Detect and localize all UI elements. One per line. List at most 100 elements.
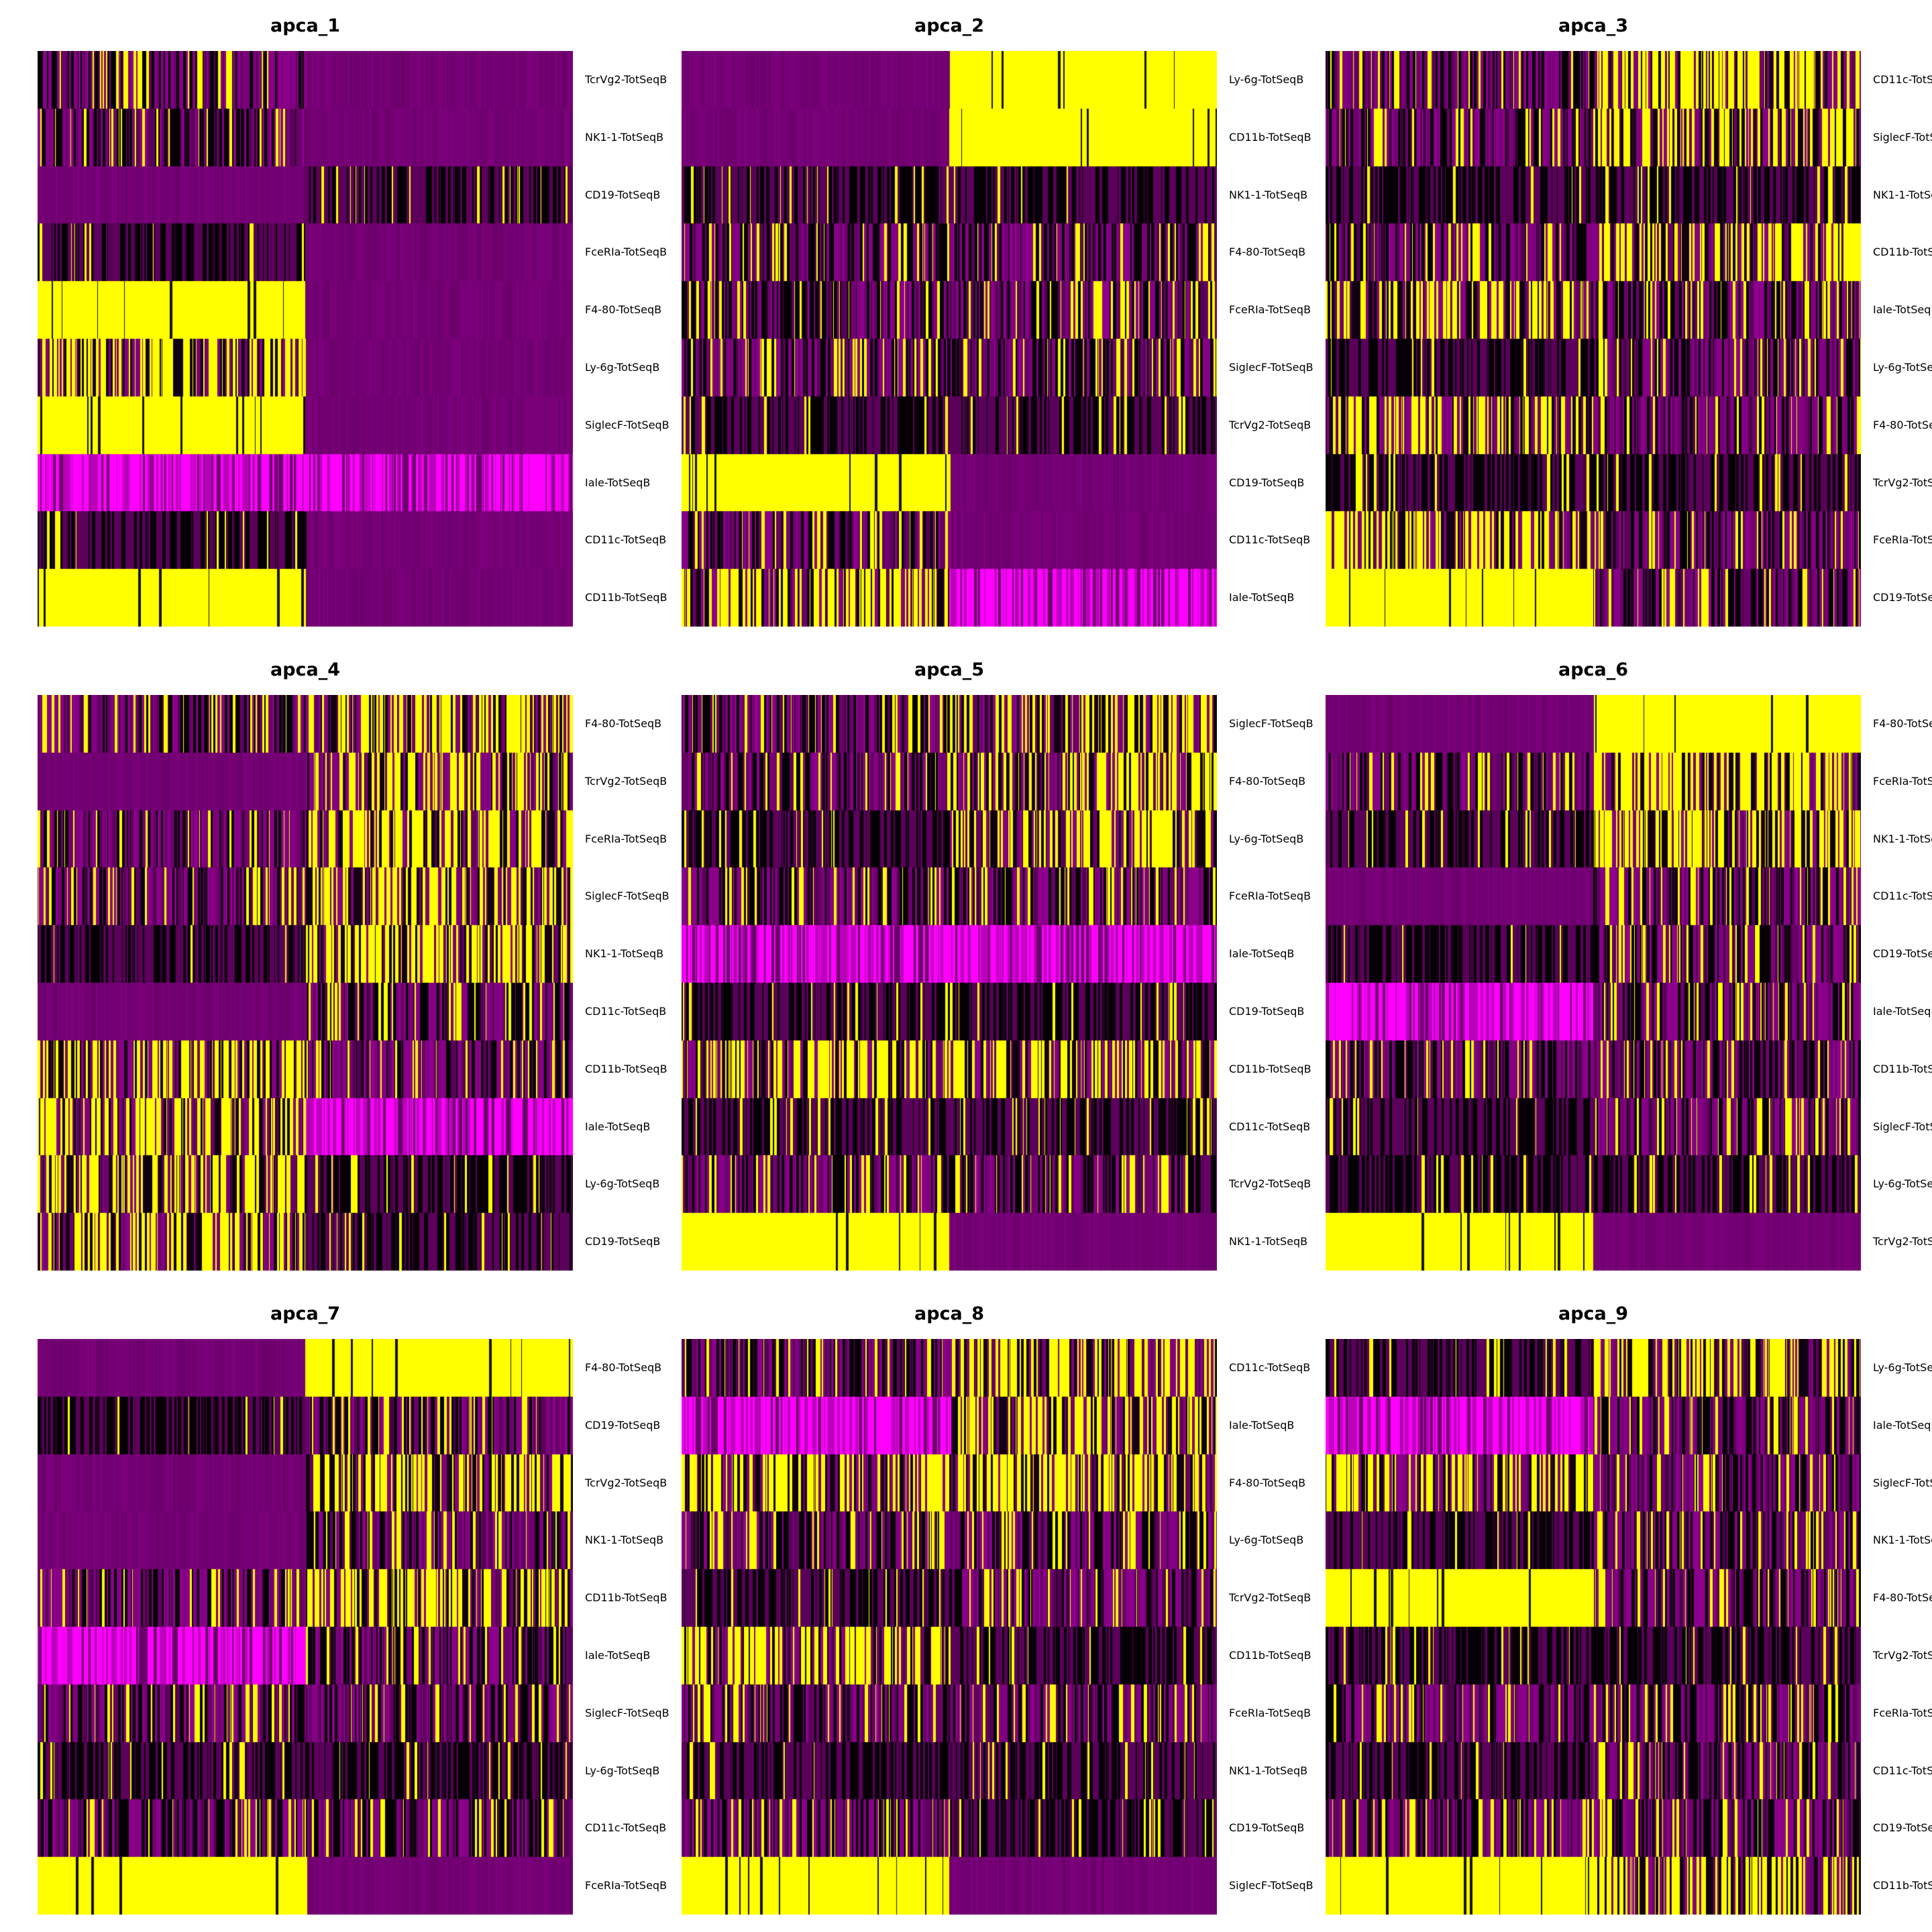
panel-title: apca_4 <box>270 659 341 680</box>
row-label: F4-80-TotSeqB <box>1873 716 1932 730</box>
heatmap-cells <box>682 1339 1217 1915</box>
row-label: Ly-6g-TotSeqB <box>1873 360 1932 374</box>
heatmap-canvas <box>38 51 573 627</box>
row-label: SiglecF-TotSeqB <box>585 1706 669 1719</box>
row-label: NK1-1-TotSeqB <box>1873 188 1932 201</box>
heatmap-panel-8: apca_8 CD11c-TotSeqB Iale-TotSeqB F4-80-Tot… <box>644 1288 1313 1932</box>
row-label: SiglecF-TotSeqB <box>1229 360 1313 374</box>
row-label: Ly-6g-TotSeqB <box>585 360 660 374</box>
row-label: Ly-6g-TotSeqB <box>1229 72 1304 86</box>
heatmap-canvas <box>38 1339 573 1915</box>
row-label: CD19-TotSeqB <box>1873 1821 1932 1835</box>
row-label: F4-80-TotSeqB <box>585 716 662 730</box>
row-label: TcrVg2-TotSeqB <box>585 774 667 788</box>
row-label: CD19-TotSeqB <box>1229 476 1305 489</box>
heatmap-canvas <box>682 1339 1217 1915</box>
row-label: CD11c-TotSeqB <box>1229 1360 1311 1374</box>
row-label: Iale-TotSeqB <box>585 1120 651 1133</box>
row-label: Ly-6g-TotSeqB <box>1229 832 1304 845</box>
panel-title: apca_8 <box>914 1303 985 1324</box>
heatmap-canvas <box>682 695 1217 1271</box>
row-label: Ly-6g-TotSeqB <box>1873 1177 1932 1191</box>
row-label: TcrVg2-TotSeqB <box>1229 1591 1311 1605</box>
row-label: Iale-TotSeqB <box>1873 1418 1932 1432</box>
row-label: SiglecF-TotSeqB <box>1873 130 1932 144</box>
row-label: FceRIa-TotSeqB <box>585 246 667 259</box>
row-label: Iale-TotSeqB <box>585 1648 651 1662</box>
row-label: CD19-TotSeqB <box>585 1235 661 1248</box>
panel-title: apca_2 <box>914 15 985 36</box>
row-label: Iale-TotSeqB <box>585 476 651 489</box>
heatmap-panel-1: apca_1 TcrVg2-TotSeqB NK1-1-TotSeqB CD19-To… <box>0 0 669 644</box>
heatmap-panel-6: apca_6 F4-80-TotSeqB FceRIa-TotSeqB NK1-1-T… <box>1288 644 1932 1288</box>
row-label: NK1-1-TotSeqB <box>585 130 664 144</box>
heatmap-cells <box>1326 695 1861 1271</box>
heatmap-panel-3: apca_3 CD11c-TotSeqB SiglecF-TotSeqB NK1-1-… <box>1288 0 1932 644</box>
row-label: F4-80-TotSeqB <box>1873 1591 1932 1605</box>
row-label: CD11c-TotSeqB <box>1873 72 1932 86</box>
row-label: CD11c-TotSeqB <box>1873 1764 1932 1777</box>
row-label: F4-80-TotSeqB <box>585 1360 662 1374</box>
panel-title: apca_3 <box>1558 15 1629 36</box>
row-label: SiglecF-TotSeqB <box>1229 716 1313 730</box>
row-label: FceRIa-TotSeqB <box>1873 774 1932 788</box>
heatmap-cells <box>1326 51 1861 627</box>
row-label: FceRIa-TotSeqB <box>1229 303 1311 317</box>
row-label: CD11b-TotSeqB <box>1229 130 1311 144</box>
row-label: FceRIa-TotSeqB <box>585 1879 667 1892</box>
row-label: FceRIa-TotSeqB <box>1229 890 1311 903</box>
row-label: CD11c-TotSeqB <box>585 1821 667 1835</box>
heatmap-canvas <box>682 51 1217 627</box>
row-label: CD11b-TotSeqB <box>1873 246 1932 259</box>
row-label: CD19-TotSeqB <box>1873 947 1932 961</box>
row-label: FceRIa-TotSeqB <box>1873 533 1932 547</box>
row-label: TcrVg2-TotSeqB <box>1229 418 1311 431</box>
heatmap-cells <box>1326 1339 1861 1915</box>
row-label: F4-80-TotSeqB <box>585 303 662 317</box>
heatmap-panel-2: apca_2 Ly-6g-TotSeqB CD11b-TotSeqB NK1-1-To… <box>644 0 1313 644</box>
row-label: SiglecF-TotSeqB <box>1873 1476 1932 1489</box>
row-label: Ly-6g-TotSeqB <box>585 1177 660 1191</box>
row-label: SiglecF-TotSeqB <box>585 890 669 903</box>
row-label: Ly-6g-TotSeqB <box>1229 1534 1304 1547</box>
panel-title: apca_5 <box>914 659 985 680</box>
row-label: TcrVg2-TotSeqB <box>1873 476 1932 489</box>
row-label: FceRIa-TotSeqB <box>1873 1706 1932 1719</box>
row-label: SiglecF-TotSeqB <box>1873 1120 1932 1133</box>
heatmap-panel-7: apca_7 F4-80-TotSeqB CD19-TotSeqB TcrVg2-To… <box>0 1288 669 1932</box>
row-label: CD11c-TotSeqB <box>1229 1120 1311 1133</box>
row-label: F4-80-TotSeqB <box>1873 418 1932 431</box>
row-label: Iale-TotSeqB <box>1229 1418 1295 1432</box>
heatmap-cells <box>682 51 1217 627</box>
row-label: TcrVg2-TotSeqB <box>1229 1177 1311 1191</box>
row-label: NK1-1-TotSeqB <box>1229 1235 1308 1248</box>
heatmap-cells <box>38 1339 573 1915</box>
row-label: CD11b-TotSeqB <box>585 1591 667 1605</box>
row-label: Ly-6g-TotSeqB <box>585 1764 660 1777</box>
row-label: SiglecF-TotSeqB <box>585 418 669 431</box>
row-label: CD11c-TotSeqB <box>1873 890 1932 903</box>
row-label: NK1-1-TotSeqB <box>585 947 664 961</box>
row-label: NK1-1-TotSeqB <box>585 1534 664 1547</box>
heatmap-cells <box>38 695 573 1271</box>
heatmap-cells <box>682 695 1217 1271</box>
panel-title: apca_6 <box>1558 659 1629 680</box>
row-label: TcrVg2-TotSeqB <box>585 1476 667 1489</box>
row-label: SiglecF-TotSeqB <box>1229 1879 1313 1892</box>
row-label: NK1-1-TotSeqB <box>1229 188 1308 201</box>
panel-title: apca_7 <box>270 1303 341 1324</box>
row-label: NK1-1-TotSeqB <box>1873 1534 1932 1547</box>
panel-title: apca_9 <box>1558 1303 1629 1324</box>
row-label: Ly-6g-TotSeqB <box>1873 1360 1932 1374</box>
row-label: Iale-TotSeqB <box>1873 1004 1932 1018</box>
row-label: Iale-TotSeqB <box>1229 947 1295 961</box>
row-label: F4-80-TotSeqB <box>1229 246 1306 259</box>
row-label: Iale-TotSeqB <box>1229 591 1295 604</box>
heatmap-canvas <box>38 695 573 1271</box>
row-label: TcrVg2-TotSeqB <box>1873 1648 1932 1662</box>
row-label: FceRIa-TotSeqB <box>585 832 667 845</box>
row-label: CD19-TotSeqB <box>1229 1821 1305 1835</box>
heatmap-cells <box>38 51 573 627</box>
